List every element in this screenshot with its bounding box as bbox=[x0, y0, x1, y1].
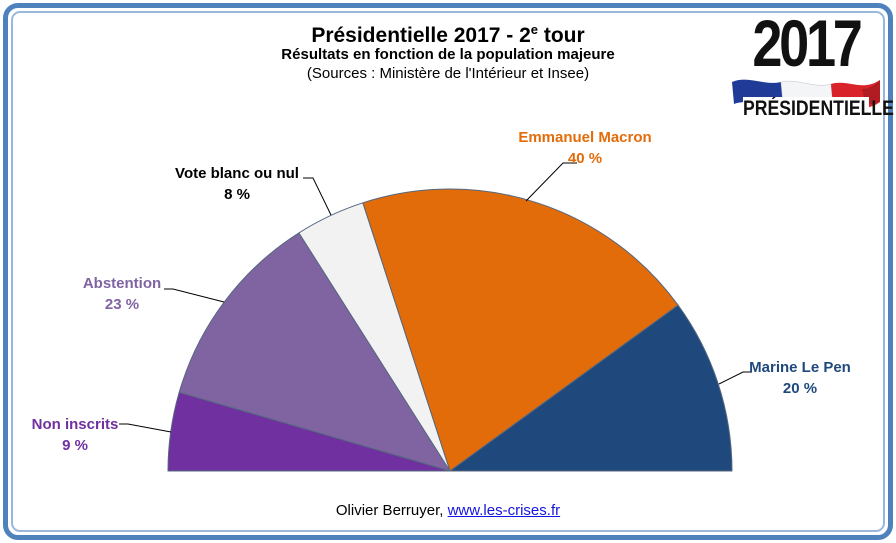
leader-line-marine-le-pen bbox=[718, 371, 752, 385]
leader-line-abstention bbox=[164, 288, 225, 303]
leader-line-vote-blanc-ou-nul bbox=[303, 177, 332, 216]
slice-label-value: 8 % bbox=[224, 186, 250, 203]
chart-title: Présidentielle 2017 - 2e tour bbox=[0, 16, 896, 50]
slice-label-name: Abstention bbox=[82, 275, 162, 292]
pie-slice-abstention bbox=[178, 232, 451, 472]
logo-year-text: 2017 bbox=[752, 6, 863, 80]
slice-label-name: Vote blanc ou nul bbox=[175, 165, 299, 182]
election-2017-logo: 2017 PRÉSIDENTIELLE bbox=[731, 10, 894, 124]
footer-credit: Olivier Berruyer, www.les-crises.fr bbox=[0, 502, 896, 519]
slice-label-non-inscrits: Non inscrits 9 % bbox=[0, 414, 170, 456]
pie-slice-marine-le-pen bbox=[449, 304, 733, 472]
pie-slice-emmanuel-macron bbox=[362, 188, 679, 472]
slice-label-name: Non inscrits bbox=[31, 416, 119, 433]
slice-label-value: 9 % bbox=[62, 437, 88, 454]
logo-caption-text: PRÉSIDENTIELLE bbox=[743, 97, 894, 120]
chart-subtitle: Résultats en fonction de la population m… bbox=[281, 46, 615, 63]
slice-label-vote-blanc-ou-nul: Vote blanc ou nul 8 % bbox=[142, 163, 332, 205]
slice-label-value: 40 % bbox=[567, 150, 603, 167]
slice-label-value: 20 % bbox=[782, 380, 818, 397]
slice-label-emmanuel-macron: Emmanuel Macron 40 % bbox=[490, 127, 680, 169]
slice-label-name: Emmanuel Macron bbox=[518, 129, 652, 146]
chart-source: (Sources : Ministère de l'Intérieur et I… bbox=[306, 65, 590, 82]
leader-line-emmanuel-macron bbox=[525, 162, 577, 202]
chart-title-suffix: tour bbox=[538, 24, 585, 47]
chart-title-superscript: e bbox=[530, 22, 539, 37]
slice-label-marine-le-pen: Marine Le Pen 20 % bbox=[705, 357, 895, 399]
slice-label-value: 23 % bbox=[104, 296, 140, 313]
chart-title-prefix: Présidentielle 2017 - 2 bbox=[311, 24, 531, 47]
slice-label-abstention: Abstention 23 % bbox=[27, 273, 217, 315]
author-text: Olivier Berruyer, bbox=[335, 502, 448, 519]
website-link[interactable]: www.les-crises.fr bbox=[447, 502, 561, 519]
slice-label-name: Marine Le Pen bbox=[749, 359, 851, 376]
leader-line-non-inscrits bbox=[119, 423, 172, 433]
